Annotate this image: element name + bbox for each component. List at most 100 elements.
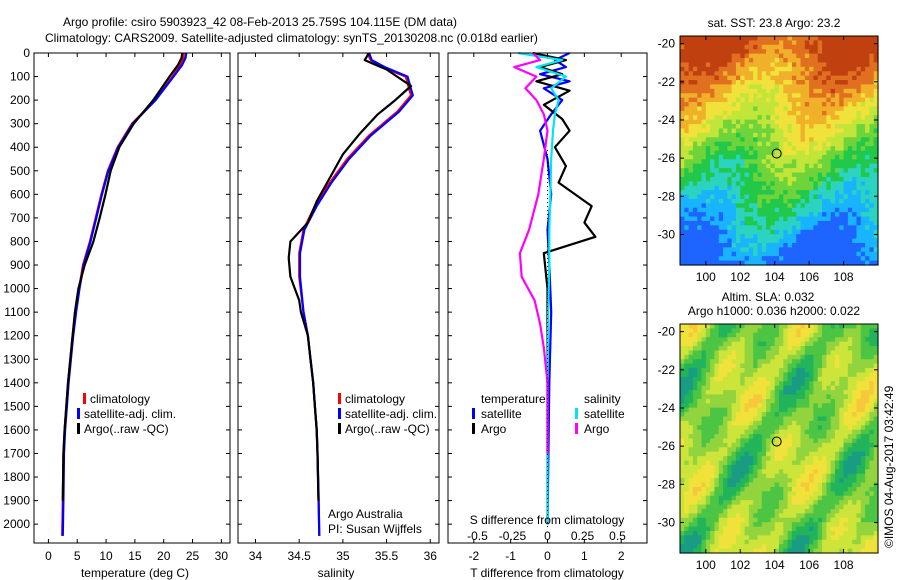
map-cell <box>697 398 703 404</box>
map-cell <box>809 469 815 475</box>
map-cell <box>791 80 797 86</box>
map-cell <box>796 62 802 68</box>
map-cell <box>735 36 741 41</box>
map-cell <box>796 513 802 519</box>
map-cell <box>817 425 823 431</box>
map-cell <box>822 412 827 418</box>
map-cell <box>869 473 875 479</box>
map-cell <box>813 522 819 528</box>
x-tick-label: 1 <box>581 549 588 563</box>
map-cell <box>852 71 858 77</box>
map-cell <box>692 381 698 387</box>
map-cell <box>718 324 724 329</box>
map-cell <box>779 194 784 200</box>
map-cell <box>744 198 750 204</box>
map-cell <box>766 212 771 218</box>
map-cell <box>809 168 815 174</box>
map-cell <box>865 58 870 64</box>
map-cell <box>804 159 810 165</box>
map-cell <box>714 119 720 125</box>
map-cell <box>684 207 690 213</box>
map-cell <box>856 363 862 369</box>
map-cell <box>839 425 845 431</box>
map-cell <box>774 482 780 488</box>
map-cell <box>761 234 767 240</box>
map-cell <box>796 176 802 182</box>
map-cell <box>710 203 716 209</box>
map-cell <box>791 324 797 329</box>
map-cell <box>783 486 789 492</box>
map-cell <box>680 473 685 479</box>
map-cell <box>718 207 724 213</box>
map-cell <box>791 71 797 77</box>
map-cell <box>727 93 733 99</box>
map-cell <box>735 451 741 457</box>
map-cell <box>847 385 853 391</box>
map-cell <box>727 49 733 55</box>
map-cell <box>796 460 802 466</box>
map-cell <box>830 517 836 523</box>
map-cell <box>735 482 741 488</box>
map-cell <box>744 141 750 147</box>
map-cell <box>753 176 759 182</box>
map-cell <box>791 168 797 174</box>
map-cell <box>834 363 840 369</box>
map-cell <box>740 163 746 169</box>
map-cell <box>757 337 763 343</box>
map-cell <box>809 238 815 244</box>
map-cell <box>826 412 832 418</box>
map-cell <box>753 53 759 59</box>
map-cell <box>839 324 845 329</box>
map-cell <box>761 137 767 143</box>
map-cell <box>774 473 780 479</box>
map-cell <box>723 438 728 444</box>
map-cell <box>757 473 763 479</box>
map-cell <box>847 522 853 528</box>
map-cell <box>774 154 780 160</box>
map-cell <box>753 460 759 466</box>
map-cell <box>740 363 746 369</box>
map-cell <box>809 368 815 374</box>
map-cell <box>753 247 759 253</box>
map-cell <box>680 460 685 466</box>
map-cell <box>791 225 797 231</box>
map-cell <box>817 185 823 191</box>
map-cell <box>843 110 849 116</box>
map-cell <box>744 106 750 112</box>
map-cell <box>852 128 858 134</box>
map-cell <box>748 332 754 338</box>
map-cell <box>813 526 819 532</box>
map-cell <box>680 150 685 156</box>
map-cell <box>813 346 819 352</box>
y-tick-label: 200 <box>10 93 30 107</box>
map-cell <box>727 110 733 116</box>
map-cell <box>865 132 870 138</box>
map-cell <box>701 225 707 231</box>
map-cell <box>705 128 711 134</box>
map-cell <box>710 398 716 404</box>
x-tick-label: 25 <box>186 549 200 563</box>
map-cell <box>701 447 707 453</box>
map-cell <box>830 412 836 418</box>
map-cell <box>817 225 823 231</box>
map-cell <box>873 62 879 68</box>
map-cell <box>753 416 759 422</box>
map-cell <box>718 513 724 519</box>
map-cell <box>688 154 694 160</box>
map-cell <box>753 203 759 209</box>
map-cell <box>834 154 840 160</box>
map-cell <box>860 119 866 125</box>
map-cell <box>740 460 746 466</box>
map-cell <box>761 150 767 156</box>
map-cell <box>843 198 849 204</box>
map-cell <box>843 181 849 187</box>
map-cell <box>813 385 819 391</box>
map-cell <box>740 420 746 426</box>
map-cell <box>796 398 802 404</box>
map-cell <box>705 522 711 528</box>
map-cell <box>740 102 746 108</box>
map-cell <box>830 128 836 134</box>
map-cell <box>688 363 694 369</box>
map-cell <box>779 495 784 501</box>
map-cell <box>692 75 698 81</box>
